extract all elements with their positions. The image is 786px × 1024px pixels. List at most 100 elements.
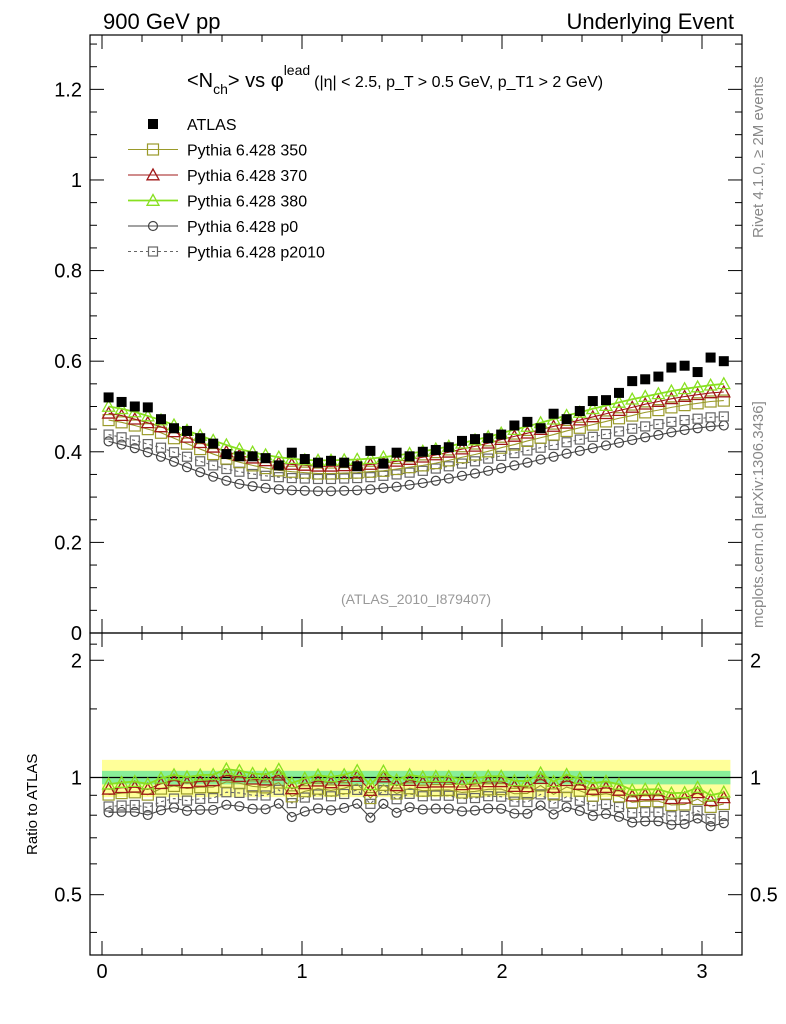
main-point-p370 [677,389,692,402]
legend-label-atlas: ATLAS [187,117,237,134]
main-point-atlas [234,451,245,462]
main-point-p350 [691,397,704,410]
main-point-p0 [129,443,140,454]
main-point-p370 [690,387,705,401]
ratio-point-p2010 [260,790,271,801]
main-point-atlas [496,429,507,440]
mcplots-label: mcplots.cern.ch [arXiv:1306.3436] [750,401,767,628]
ratio-point-p0 [286,811,297,823]
ratio-point-p0 [509,808,520,819]
plot-title: <Nch> vs φlead(|η| < 2.5, p_T > 0.5 GeV,… [187,62,603,97]
ratio-point-p0 [430,803,441,814]
main-point-atlas [182,425,192,436]
ratio-point-p2010 [469,792,481,804]
xtick-label: 3 [696,961,707,983]
main-point-p350 [455,451,469,464]
main-point-p350 [704,395,717,408]
ratio-point-p0 [456,806,468,817]
main-point-p0 [312,486,324,497]
ratio-point-p370 [193,774,208,787]
ratio-line-p2010 [108,789,724,820]
ratio-point-p0 [443,803,454,814]
main-point-atlas [483,433,494,444]
ratio-point-p0 [417,804,428,815]
ratio-point-p2010 [142,802,153,813]
main-point-p380 [716,376,731,390]
ratio-point-p380 [507,773,522,787]
main-point-p370 [625,400,640,413]
main-point-atlas [718,356,729,367]
main-point-p0 [496,462,507,474]
main-point-p350 [599,415,613,428]
main-point-p0 [260,482,271,494]
ratio-point-p2010 [718,810,729,822]
main-point-p370 [703,385,718,399]
main-ytick-label: 1.2 [54,79,82,101]
main-point-p0 [430,475,441,486]
main-point-p0 [142,447,153,458]
main-point-p2010 [627,423,638,434]
main-point-p2010 [574,434,585,445]
main-point-p350 [678,399,691,412]
main-point-p370 [651,394,666,407]
ratio-point-p350 [665,798,678,812]
main-point-atlas [142,402,153,413]
ratio-point-p2010 [456,793,468,804]
main-point-p0 [404,479,415,490]
ratio-point-p380 [481,768,496,782]
ratio-point-p350 [246,780,259,793]
ratio-point-p350 [429,783,442,797]
ratio-point-p0 [391,807,402,818]
main-point-p350 [717,394,730,407]
main-point-p380 [101,399,116,412]
main-point-atlas [561,414,572,425]
main-point-p0 [325,486,337,497]
ratio-point-p380 [441,769,456,783]
ratio-point-p380 [350,763,365,777]
ratio-point-p380 [716,784,731,798]
main-point-p350 [468,448,482,461]
main-point-p0 [456,470,468,481]
main-point-atlas [352,461,363,472]
ratio-point-p380 [297,771,312,784]
main-point-p370 [598,406,614,420]
main-point-p350 [390,462,403,476]
main-point-atlas [260,453,271,464]
main-point-p2010 [260,470,271,481]
main-point-p350 [482,445,495,458]
ratio-point-p2010 [273,784,284,795]
main-ytick-label: 0.2 [54,532,82,554]
main-point-p0 [535,454,546,465]
main-point-p350 [298,466,311,479]
ratio-line-p350 [108,781,724,808]
legend-label-p380: Pythia 6.428 380 [187,194,307,211]
ratio-point-p0 [600,808,612,820]
main-point-p0 [417,477,428,489]
main-point-atlas [391,447,402,458]
ratio-ytick-label-right: 0.5 [750,885,778,907]
main-point-p380 [664,383,679,397]
main-point-p0 [352,485,363,496]
main-point-p0 [574,445,585,456]
main-point-p370 [179,429,195,443]
ratio-point-p0 [679,818,690,830]
main-point-atlas [640,374,651,385]
ratio-point-p0 [535,800,546,811]
main-point-atlas [417,446,428,457]
ratio-point-p0 [469,805,481,816]
ratio-point-p0 [613,811,625,822]
ratio-point-p350 [468,785,482,798]
main-point-p350 [128,419,141,432]
ratio-ytick-label-right: 2 [750,650,761,672]
series-line-p350 [108,400,724,475]
main-point-p0 [195,467,206,478]
main-point-atlas [273,460,284,471]
ratio-line-p0 [108,802,724,827]
ratio-point-p2010 [299,792,310,803]
main-point-p0 [600,440,612,451]
main-point-atlas [509,420,520,431]
main-point-p2010 [705,412,716,423]
ratio-point-p380 [546,774,561,788]
main-point-atlas [116,396,127,407]
ratio-point-p0 [587,810,598,821]
